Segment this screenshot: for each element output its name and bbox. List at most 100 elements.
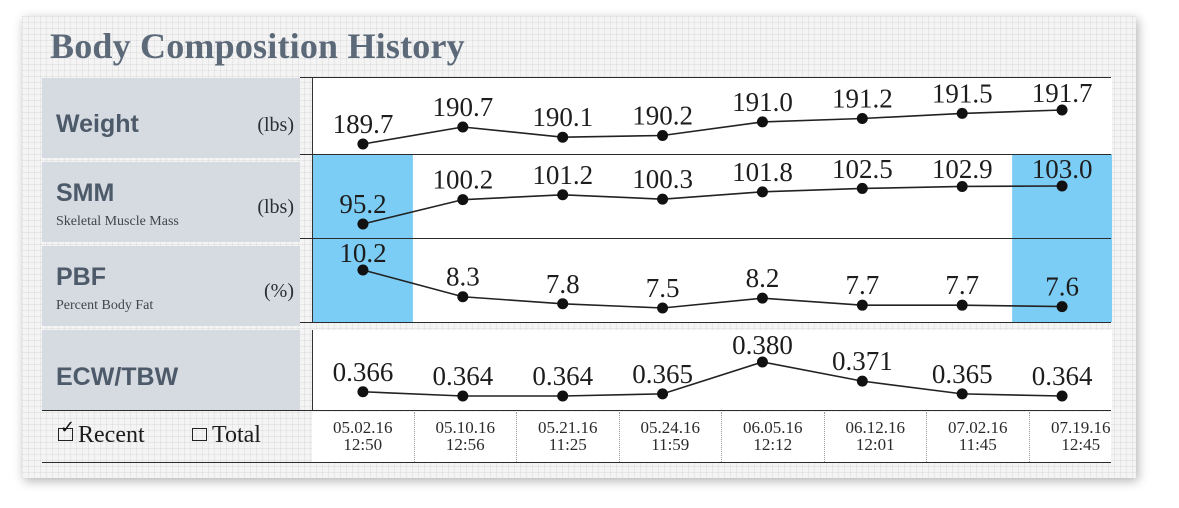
- row-label-main: SMM: [56, 179, 115, 207]
- date-column: 05.24.16 11:59: [620, 412, 722, 462]
- value-label: 7.7: [845, 270, 879, 300]
- data-point: [557, 298, 569, 310]
- date-label: 07.19.16: [1051, 418, 1111, 437]
- trend-line: [362, 361, 1063, 397]
- ecw-tbw-trend-chart: 0.366 0.364 0.364 0.365 0.380 0.371 0.365 0.364: [333, 330, 1093, 402]
- divider: [42, 410, 1111, 411]
- date-axis: 05.02.16 12:50 05.10.16 12:56 05.21.16 11:2…: [312, 412, 1111, 462]
- value-label: 191.7: [1032, 78, 1093, 108]
- recent-filter-checkbox[interactable]: ✓ Recent: [58, 418, 145, 449]
- data-point: [557, 189, 569, 201]
- value-label: 191.0: [732, 87, 793, 117]
- data-point: [956, 107, 968, 119]
- divider: [300, 154, 1111, 155]
- data-point: [856, 375, 868, 387]
- value-label: 102.9: [932, 154, 993, 184]
- date-column: 05.02.16 12:50: [312, 412, 415, 462]
- value-label: 7.7: [945, 270, 979, 300]
- value-label: 0.380: [732, 330, 793, 360]
- value-label: 0.364: [432, 361, 493, 391]
- data-point: [956, 180, 968, 192]
- value-label: 0.365: [632, 359, 693, 389]
- data-point: [657, 388, 669, 400]
- chart-row-pbf: 10.2 8.3 7.8 7.5 8.2 7.7 7.7 7.6: [312, 238, 1112, 322]
- row-label-smm: SMM Skeletal Muscle Mass (lbs): [42, 162, 300, 242]
- row-label-sub: Percent Body Fat: [56, 298, 154, 313]
- value-label: 0.371: [832, 346, 893, 376]
- time-label: 11:45: [958, 435, 997, 454]
- value-label: 0.365: [932, 359, 993, 389]
- value-label: 7.6: [1045, 272, 1079, 302]
- trend-line: [362, 109, 1063, 145]
- data-point: [557, 390, 569, 402]
- value-label: 0.366: [333, 357, 394, 387]
- data-point: [1056, 301, 1068, 313]
- time-label: 12:56: [445, 435, 485, 454]
- value-label: 191.2: [832, 84, 893, 114]
- value-label: 10.2: [339, 238, 386, 268]
- date-column: 05.10.16 12:56: [415, 412, 517, 462]
- total-filter-label: Total: [212, 422, 261, 448]
- data-point: [956, 299, 968, 311]
- highlight-cell: [313, 238, 413, 322]
- value-label: 100.2: [432, 165, 493, 195]
- value-label: 8.3: [446, 262, 480, 292]
- row-unit: (lbs): [257, 114, 294, 136]
- row-label-main: ECW/TBW: [56, 363, 179, 391]
- data-point: [856, 299, 868, 311]
- data-point: [657, 193, 669, 205]
- row-unit: (%): [264, 280, 294, 302]
- data-point: [357, 386, 369, 398]
- date-label: 06.12.16: [845, 418, 906, 437]
- data-point: [1056, 390, 1068, 402]
- row-unit: (lbs): [257, 196, 294, 218]
- date-label: 05.24.16: [640, 418, 701, 437]
- data-point: [756, 292, 768, 304]
- chart-row-ecw: 0.366 0.364 0.364 0.365 0.380 0.371 0.365 0.364: [312, 330, 1112, 410]
- time-label: 12:45: [1061, 435, 1101, 454]
- checkbox-unchecked-icon: [192, 427, 207, 441]
- data-point: [457, 291, 469, 303]
- value-label: 189.7: [333, 109, 394, 139]
- data-point: [756, 356, 768, 368]
- value-label: 103.0: [1032, 154, 1093, 184]
- date-label: 07.02.16: [948, 418, 1008, 437]
- chart-row-weight: 189.7 190.7 190.1 190.2 191.0 191.2 191.5 191.7: [312, 78, 1112, 158]
- date-label: 05.10.16: [435, 418, 496, 437]
- data-point: [956, 388, 968, 400]
- row-label-main: Weight: [56, 110, 139, 138]
- highlight-cell: [1012, 154, 1112, 238]
- total-filter-checkbox[interactable]: Total: [192, 422, 261, 449]
- recent-filter-label: Recent: [78, 422, 145, 448]
- check-icon: ✓: [60, 416, 76, 438]
- value-label: 102.5: [832, 154, 893, 184]
- time-label: 12:50: [343, 435, 383, 454]
- data-point: [1056, 104, 1068, 116]
- date-label: 05.02.16: [333, 418, 393, 437]
- time-label: 11:59: [651, 435, 690, 454]
- date-column: 07.19.16 12:45: [1030, 412, 1133, 462]
- value-label: 190.7: [432, 92, 493, 122]
- row-label-sub: Skeletal Muscle Mass: [56, 214, 179, 229]
- divider: [300, 322, 1111, 323]
- pbf-trend-chart: 10.2 8.3 7.8 7.5 8.2 7.7 7.7 7.6: [313, 238, 1112, 322]
- date-column: 06.05.16 12:12: [722, 412, 825, 462]
- date-column: 05.21.16 11:25: [517, 412, 620, 462]
- data-point: [756, 186, 768, 198]
- data-point: [856, 182, 868, 194]
- divider: [300, 77, 1111, 78]
- value-label: 190.2: [632, 101, 693, 131]
- weight-trend-chart: 189.7 190.7 190.1 190.2 191.0 191.2 191.5 191.7: [333, 78, 1093, 150]
- value-label: 190.1: [532, 102, 593, 132]
- value-label: 0.364: [532, 361, 593, 391]
- chart-row-smm: 95.2 100.2 101.2 100.3 101.8 102.5 102.9 103.0: [312, 154, 1112, 238]
- value-label: 7.5: [646, 273, 680, 303]
- time-label: 12:12: [753, 435, 793, 454]
- data-point: [1056, 180, 1068, 192]
- checkbox-checked-icon: ✓: [58, 418, 75, 441]
- trend-line: [362, 185, 1063, 225]
- row-label-main: PBF: [56, 263, 106, 291]
- history-filter: ✓ Recent Total: [42, 412, 300, 462]
- smm-trend-chart: 95.2 100.2 101.2 100.3 101.8 102.5 102.9 103.0: [313, 154, 1112, 238]
- page-title: Body Composition History: [50, 26, 465, 66]
